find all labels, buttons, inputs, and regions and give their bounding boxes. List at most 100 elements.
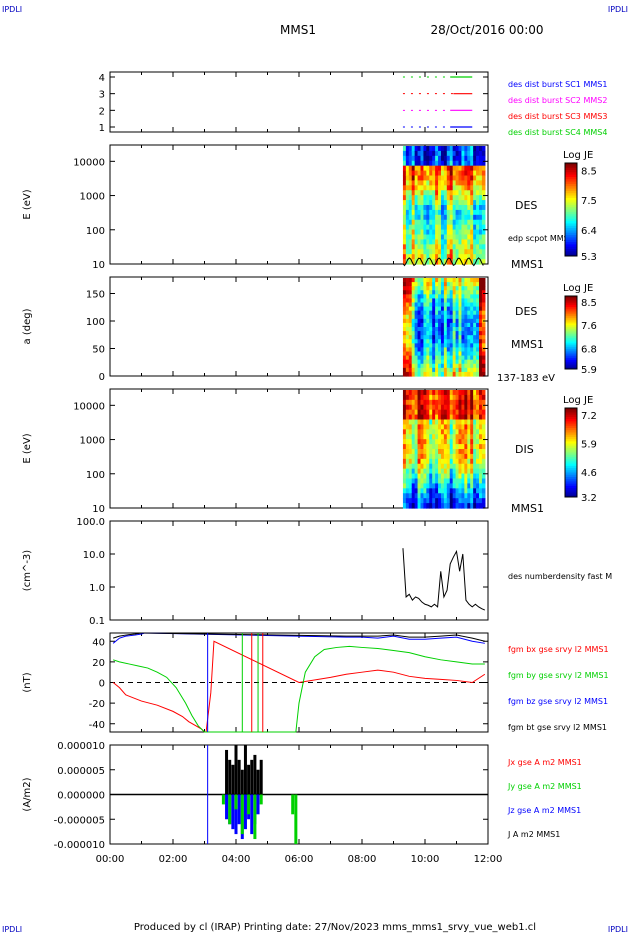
spectrogram-cell (429, 493, 433, 499)
colorbar-segment (565, 195, 577, 199)
spectrogram-cell (420, 234, 425, 241)
spectrogram-cell (420, 473, 425, 480)
spectrogram-cell (467, 286, 471, 291)
spectrogram-cell (414, 294, 419, 300)
spectrogram-cell (452, 419, 457, 426)
spectrogram-cell (405, 165, 410, 172)
spectrogram-cell (458, 327, 463, 332)
spectrogram-cell (438, 195, 442, 201)
colorbar-segment (565, 459, 577, 462)
spectrogram-cell (455, 302, 460, 308)
spectrogram-cell (464, 503, 468, 509)
spectrogram-cell (402, 488, 407, 494)
spectrogram-cell (432, 234, 436, 241)
spectrogram-cell (417, 449, 422, 455)
spectrogram-cell (458, 351, 463, 357)
spectrogram-cell (408, 414, 413, 421)
spectrogram-cell (402, 234, 407, 241)
spectrogram-cell (473, 175, 477, 182)
y-tick-label: -40 (89, 720, 105, 731)
spectrogram-cell (458, 170, 463, 177)
spectrogram-cell (452, 306, 457, 312)
spectrogram-cell (420, 298, 425, 304)
spectrogram-cell (479, 468, 483, 475)
spectrogram-cell (455, 335, 460, 340)
spectrogram-cell (449, 170, 454, 177)
spectrogram-cell (467, 327, 471, 332)
spectrogram-cell (473, 209, 477, 216)
y-tick-label: 100 (86, 226, 105, 237)
spectrogram-cell (446, 331, 451, 336)
spectrogram-cell (408, 444, 413, 450)
x-tick-label: 06:00 (285, 854, 314, 865)
spectrogram-cell (435, 458, 439, 465)
spectrogram-cell (423, 244, 427, 250)
colorbar-tick-label: 6.4 (581, 226, 597, 237)
spectrogram-cell (420, 190, 425, 196)
spectrogram-cell (440, 160, 445, 167)
spectrogram-cell (470, 498, 474, 504)
colorbar-segment (565, 465, 577, 469)
spectrogram-cell (467, 224, 471, 231)
spectrogram-cell (405, 498, 410, 504)
spectrogram-cell (455, 282, 460, 287)
colorbar-segment (565, 330, 577, 333)
spectrogram-cell (455, 290, 460, 295)
spectrogram-cell (479, 390, 483, 396)
spectrogram-cell (449, 327, 454, 332)
spectrogram-cell (461, 359, 465, 365)
spectrogram-cell (449, 453, 454, 460)
spectrogram-cell (473, 429, 477, 435)
spectrogram-cell (481, 302, 486, 308)
spectrogram-cell (405, 404, 410, 411)
spectrogram-cell (446, 219, 451, 226)
spectrogram-cell (429, 424, 433, 430)
spectrogram-cell (432, 160, 436, 167)
spectrogram-cell (423, 150, 427, 157)
spectrogram-cell (473, 302, 477, 308)
spectrogram-cell (432, 503, 436, 509)
spectrogram-cell (452, 160, 457, 167)
spectrogram-cell (446, 453, 451, 460)
spectrogram-cell (479, 254, 483, 260)
spectrogram-cell (481, 244, 486, 250)
spectrogram-cell (429, 429, 433, 435)
spectrogram-cell (461, 180, 465, 186)
spectrogram-cell (470, 473, 474, 480)
spectrogram-cell (455, 327, 460, 332)
spectrogram-cell (464, 244, 468, 250)
spectrogram-cell (414, 404, 419, 411)
spectrogram-cell (464, 473, 468, 480)
spectrogram-cell (408, 463, 413, 470)
spectrogram-cell (429, 160, 433, 167)
spectrogram-cell (473, 294, 477, 300)
spectrogram-cell (446, 185, 451, 191)
spectrogram-cell (435, 234, 439, 241)
spectrogram-cell (426, 458, 430, 465)
spectrogram-cell (402, 458, 407, 465)
spectrogram-cell (420, 310, 425, 316)
spectrogram-cell (429, 205, 433, 211)
spectrogram-cell (464, 146, 468, 152)
spectrogram-cell (467, 414, 471, 421)
spectrogram-cell (455, 463, 460, 470)
spectrogram-cell (417, 314, 422, 320)
spectrogram-cell (414, 409, 419, 416)
spectrogram-cell (432, 310, 436, 316)
spectrogram-cell (423, 146, 427, 152)
spectrogram-cell (417, 165, 422, 172)
spectrogram-cell (470, 310, 474, 316)
spectrogram-cell (411, 239, 416, 245)
spectrogram-cell (455, 146, 460, 152)
spectrogram-cell (452, 195, 457, 201)
spectrogram-cell (446, 409, 451, 416)
spectrogram-cell (455, 190, 460, 196)
spectrogram-cell (449, 286, 454, 291)
colorbar-segment (565, 202, 577, 206)
spectrogram-cell (479, 483, 483, 489)
spectrogram-cell (405, 254, 410, 260)
spectrogram-cell (443, 444, 448, 450)
spectrogram-cell (446, 343, 451, 349)
spectrogram-cell (417, 209, 422, 216)
spectrogram-cell (438, 327, 442, 332)
